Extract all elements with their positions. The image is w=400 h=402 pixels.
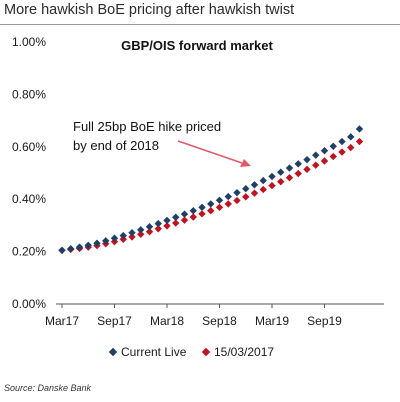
data-point — [215, 196, 224, 204]
data-point — [277, 177, 285, 186]
legend-marker-current — [108, 347, 118, 357]
data-point — [242, 185, 250, 193]
data-point — [93, 239, 101, 247]
data-point — [338, 148, 346, 156]
x-tick-label: Sep18 — [202, 314, 237, 328]
data-point — [58, 246, 66, 254]
data-point — [198, 210, 206, 218]
y-tick-label: 1.00% — [12, 35, 46, 49]
data-point — [294, 169, 302, 178]
data-point — [268, 181, 276, 190]
data-point — [145, 223, 154, 231]
data-point — [285, 164, 294, 172]
data-point — [172, 213, 180, 221]
annotation-line1: Full 25bp BoE hike priced — [73, 119, 221, 134]
data-point — [285, 174, 294, 182]
data-point — [329, 142, 337, 150]
annotation-arrowhead — [240, 159, 251, 167]
data-point — [154, 225, 162, 233]
data-point — [355, 125, 364, 133]
annotation-line2: by end of 2018 — [73, 138, 159, 153]
data-point — [75, 243, 84, 251]
data-point — [207, 200, 215, 208]
data-point — [137, 230, 145, 238]
y-tick-label: 0.80% — [12, 87, 46, 101]
data-point — [338, 137, 346, 146]
data-point — [355, 137, 364, 146]
source-note: Source: Danske Bank — [4, 383, 92, 393]
data-point — [172, 219, 180, 227]
y-tick-label: 0.20% — [12, 245, 46, 259]
data-point — [102, 237, 110, 245]
x-tick-labels: Mar17 Sep17 Mar18 Sep18 Mar19 Sep19 — [45, 314, 342, 328]
data-point — [320, 147, 329, 155]
data-point — [163, 216, 171, 225]
data-point — [215, 203, 224, 211]
data-point — [224, 200, 232, 208]
data-point — [242, 193, 250, 201]
data-point — [224, 192, 232, 201]
data-point — [312, 161, 320, 169]
chart-axes — [56, 303, 384, 308]
x-tick-label: Mar18 — [150, 314, 184, 328]
annotation-arrow — [177, 140, 243, 164]
x-tick-label: Mar17 — [45, 314, 79, 328]
data-point — [207, 207, 215, 215]
chart-title: More hawkish BoE pricing after hawkish t… — [4, 2, 295, 18]
data-point — [180, 210, 189, 218]
y-tick-label: 0.60% — [12, 140, 46, 154]
data-point — [119, 231, 127, 240]
data-point — [189, 207, 197, 215]
data-point — [329, 152, 337, 161]
x-tick-label: Sep17 — [97, 314, 132, 328]
data-point — [294, 160, 302, 168]
legend-marker-previous — [201, 347, 211, 357]
data-point — [128, 229, 136, 237]
y-tick-labels: 0.00% 0.20% 0.40% 0.60% 0.80% 1.00% — [12, 35, 46, 311]
data-point — [277, 168, 285, 176]
data-point — [259, 185, 267, 194]
data-point — [268, 172, 276, 181]
data-point — [303, 165, 311, 174]
data-point — [259, 176, 267, 185]
data-point — [347, 133, 355, 141]
data-point — [154, 219, 162, 228]
data-point — [189, 213, 197, 221]
data-point — [233, 196, 241, 205]
title-divider — [0, 24, 400, 25]
x-tick-label: Sep19 — [307, 314, 342, 328]
data-point — [145, 228, 154, 236]
data-point — [198, 203, 206, 211]
data-point — [110, 234, 119, 242]
data-point — [137, 226, 145, 234]
data-point — [320, 157, 329, 165]
data-point — [312, 151, 320, 159]
data-point — [84, 241, 92, 249]
y-tick-label: 0.40% — [12, 192, 46, 206]
data-point — [250, 181, 259, 189]
data-point — [67, 245, 75, 253]
data-point — [233, 188, 241, 197]
data-point — [180, 216, 189, 224]
data-point — [303, 155, 311, 164]
data-point — [347, 143, 355, 152]
chart-subtitle: GBP/OIS forward market — [121, 38, 273, 53]
chart-legend: Current Live 15/03/2017 — [108, 345, 274, 359]
legend-label-previous: 15/03/2017 — [214, 345, 274, 359]
y-tick-label: 0.00% — [12, 297, 46, 311]
data-point — [250, 189, 259, 197]
chart-svg: 0.00% 0.20% 0.40% 0.60% 0.80% 1.00% Mar17 Sep1… — [12, 35, 384, 359]
legend-label-current: Current Live — [121, 345, 187, 359]
x-tick-label: Mar19 — [255, 314, 289, 328]
